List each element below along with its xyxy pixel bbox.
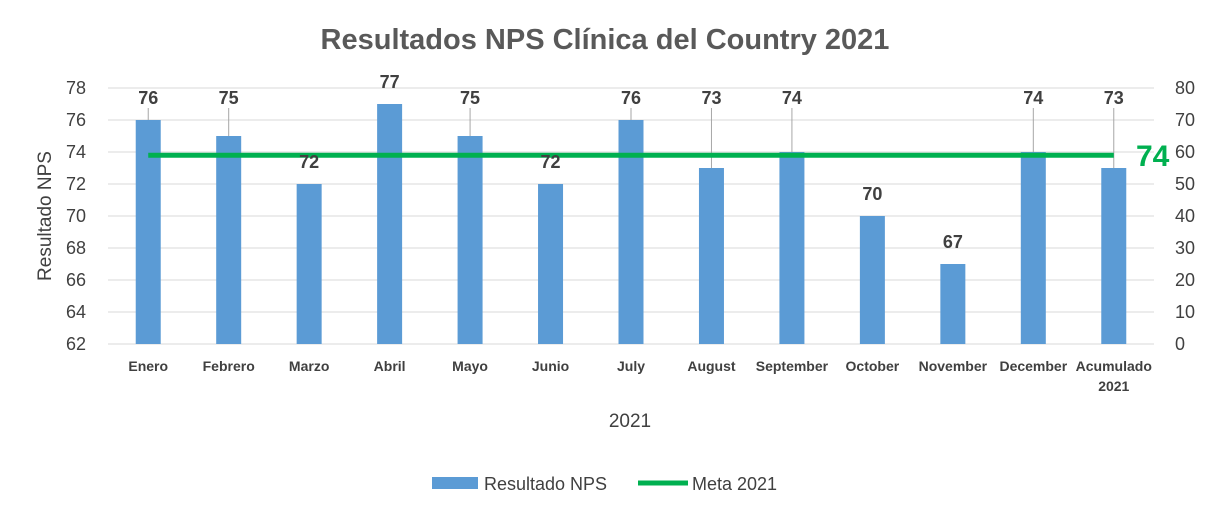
- data-label: 74: [782, 88, 802, 108]
- meta-line-group: 74: [148, 140, 1170, 173]
- legend-label-line: Meta 2021: [692, 474, 777, 494]
- meta-value-label: 74: [1136, 140, 1170, 173]
- bar: [779, 152, 805, 344]
- bar: [1101, 168, 1127, 344]
- data-label: 75: [219, 88, 239, 108]
- category-label: November: [919, 358, 988, 374]
- left-tick-label: 70: [66, 206, 86, 226]
- bar: [940, 264, 966, 344]
- category-label: July: [617, 358, 645, 374]
- data-labels: 76 75 72 77 75 72 76 73 74 70 67 74 73: [138, 72, 1124, 252]
- left-tick-label: 68: [66, 238, 86, 258]
- category-label: Acumulado 2021: [1076, 358, 1152, 394]
- data-label: 74: [1023, 88, 1043, 108]
- right-tick-label: 80: [1175, 78, 1195, 98]
- right-tick-label: 0: [1175, 334, 1185, 354]
- data-label: 67: [943, 232, 963, 252]
- right-tick-label: 40: [1175, 206, 1195, 226]
- right-axis-ticks: 0 10 20 30 40 50 60 70 80: [1175, 78, 1195, 354]
- left-tick-label: 64: [66, 302, 86, 322]
- category-label: Febrero: [203, 358, 255, 374]
- left-tick-label: 74: [66, 142, 86, 162]
- bars: [135, 104, 1127, 344]
- category-labels: Enero Febrero Marzo Abril Mayo Junio July Augus…: [128, 358, 1151, 394]
- category-label: Enero: [128, 358, 168, 374]
- bar: [296, 184, 322, 344]
- data-label: 72: [541, 152, 561, 172]
- data-label: 73: [1104, 88, 1124, 108]
- data-label: 70: [862, 184, 882, 204]
- left-tick-label: 72: [66, 174, 86, 194]
- data-label: 76: [621, 88, 641, 108]
- y-axis-label: Resultado NPS: [35, 151, 56, 281]
- right-tick-label: 70: [1175, 110, 1195, 130]
- right-tick-label: 20: [1175, 270, 1195, 290]
- leader-lines: [147, 108, 1115, 168]
- right-tick-label: 50: [1175, 174, 1195, 194]
- data-label: 76: [138, 88, 158, 108]
- category-label: August: [687, 358, 736, 374]
- right-tick-label: 10: [1175, 302, 1195, 322]
- bar: [698, 168, 724, 344]
- left-tick-label: 78: [66, 78, 86, 98]
- data-label: 75: [460, 88, 480, 108]
- bar: [538, 184, 564, 344]
- data-label: 73: [701, 88, 721, 108]
- right-tick-label: 30: [1175, 238, 1195, 258]
- bar: [377, 104, 403, 344]
- legend: Resultado NPS Meta 2021: [432, 474, 777, 494]
- x-axis-label: 2021: [609, 411, 651, 432]
- chart-title: Resultados NPS Clínica del Country 2021: [321, 24, 890, 56]
- category-label: December: [999, 358, 1067, 374]
- left-tick-label: 62: [66, 334, 86, 354]
- left-tick-label: 66: [66, 270, 86, 290]
- bar: [1020, 152, 1046, 344]
- category-label: October: [846, 358, 900, 374]
- category-label: Junio: [532, 358, 569, 374]
- left-axis-ticks: 62 64 66 68 70 72 74 76 78: [66, 78, 86, 354]
- category-label: Marzo: [289, 358, 329, 374]
- bar: [216, 136, 242, 344]
- category-label: September: [756, 358, 829, 374]
- category-label: Abril: [374, 358, 406, 374]
- category-label: Mayo: [452, 358, 488, 374]
- bar: [457, 136, 483, 344]
- bar: [859, 216, 885, 344]
- data-label: 77: [380, 72, 400, 92]
- left-tick-label: 76: [66, 110, 86, 130]
- legend-label-bar: Resultado NPS: [484, 474, 607, 494]
- data-label: 72: [299, 152, 319, 172]
- right-tick-label: 60: [1175, 142, 1195, 162]
- legend-swatch-bar: [432, 477, 478, 489]
